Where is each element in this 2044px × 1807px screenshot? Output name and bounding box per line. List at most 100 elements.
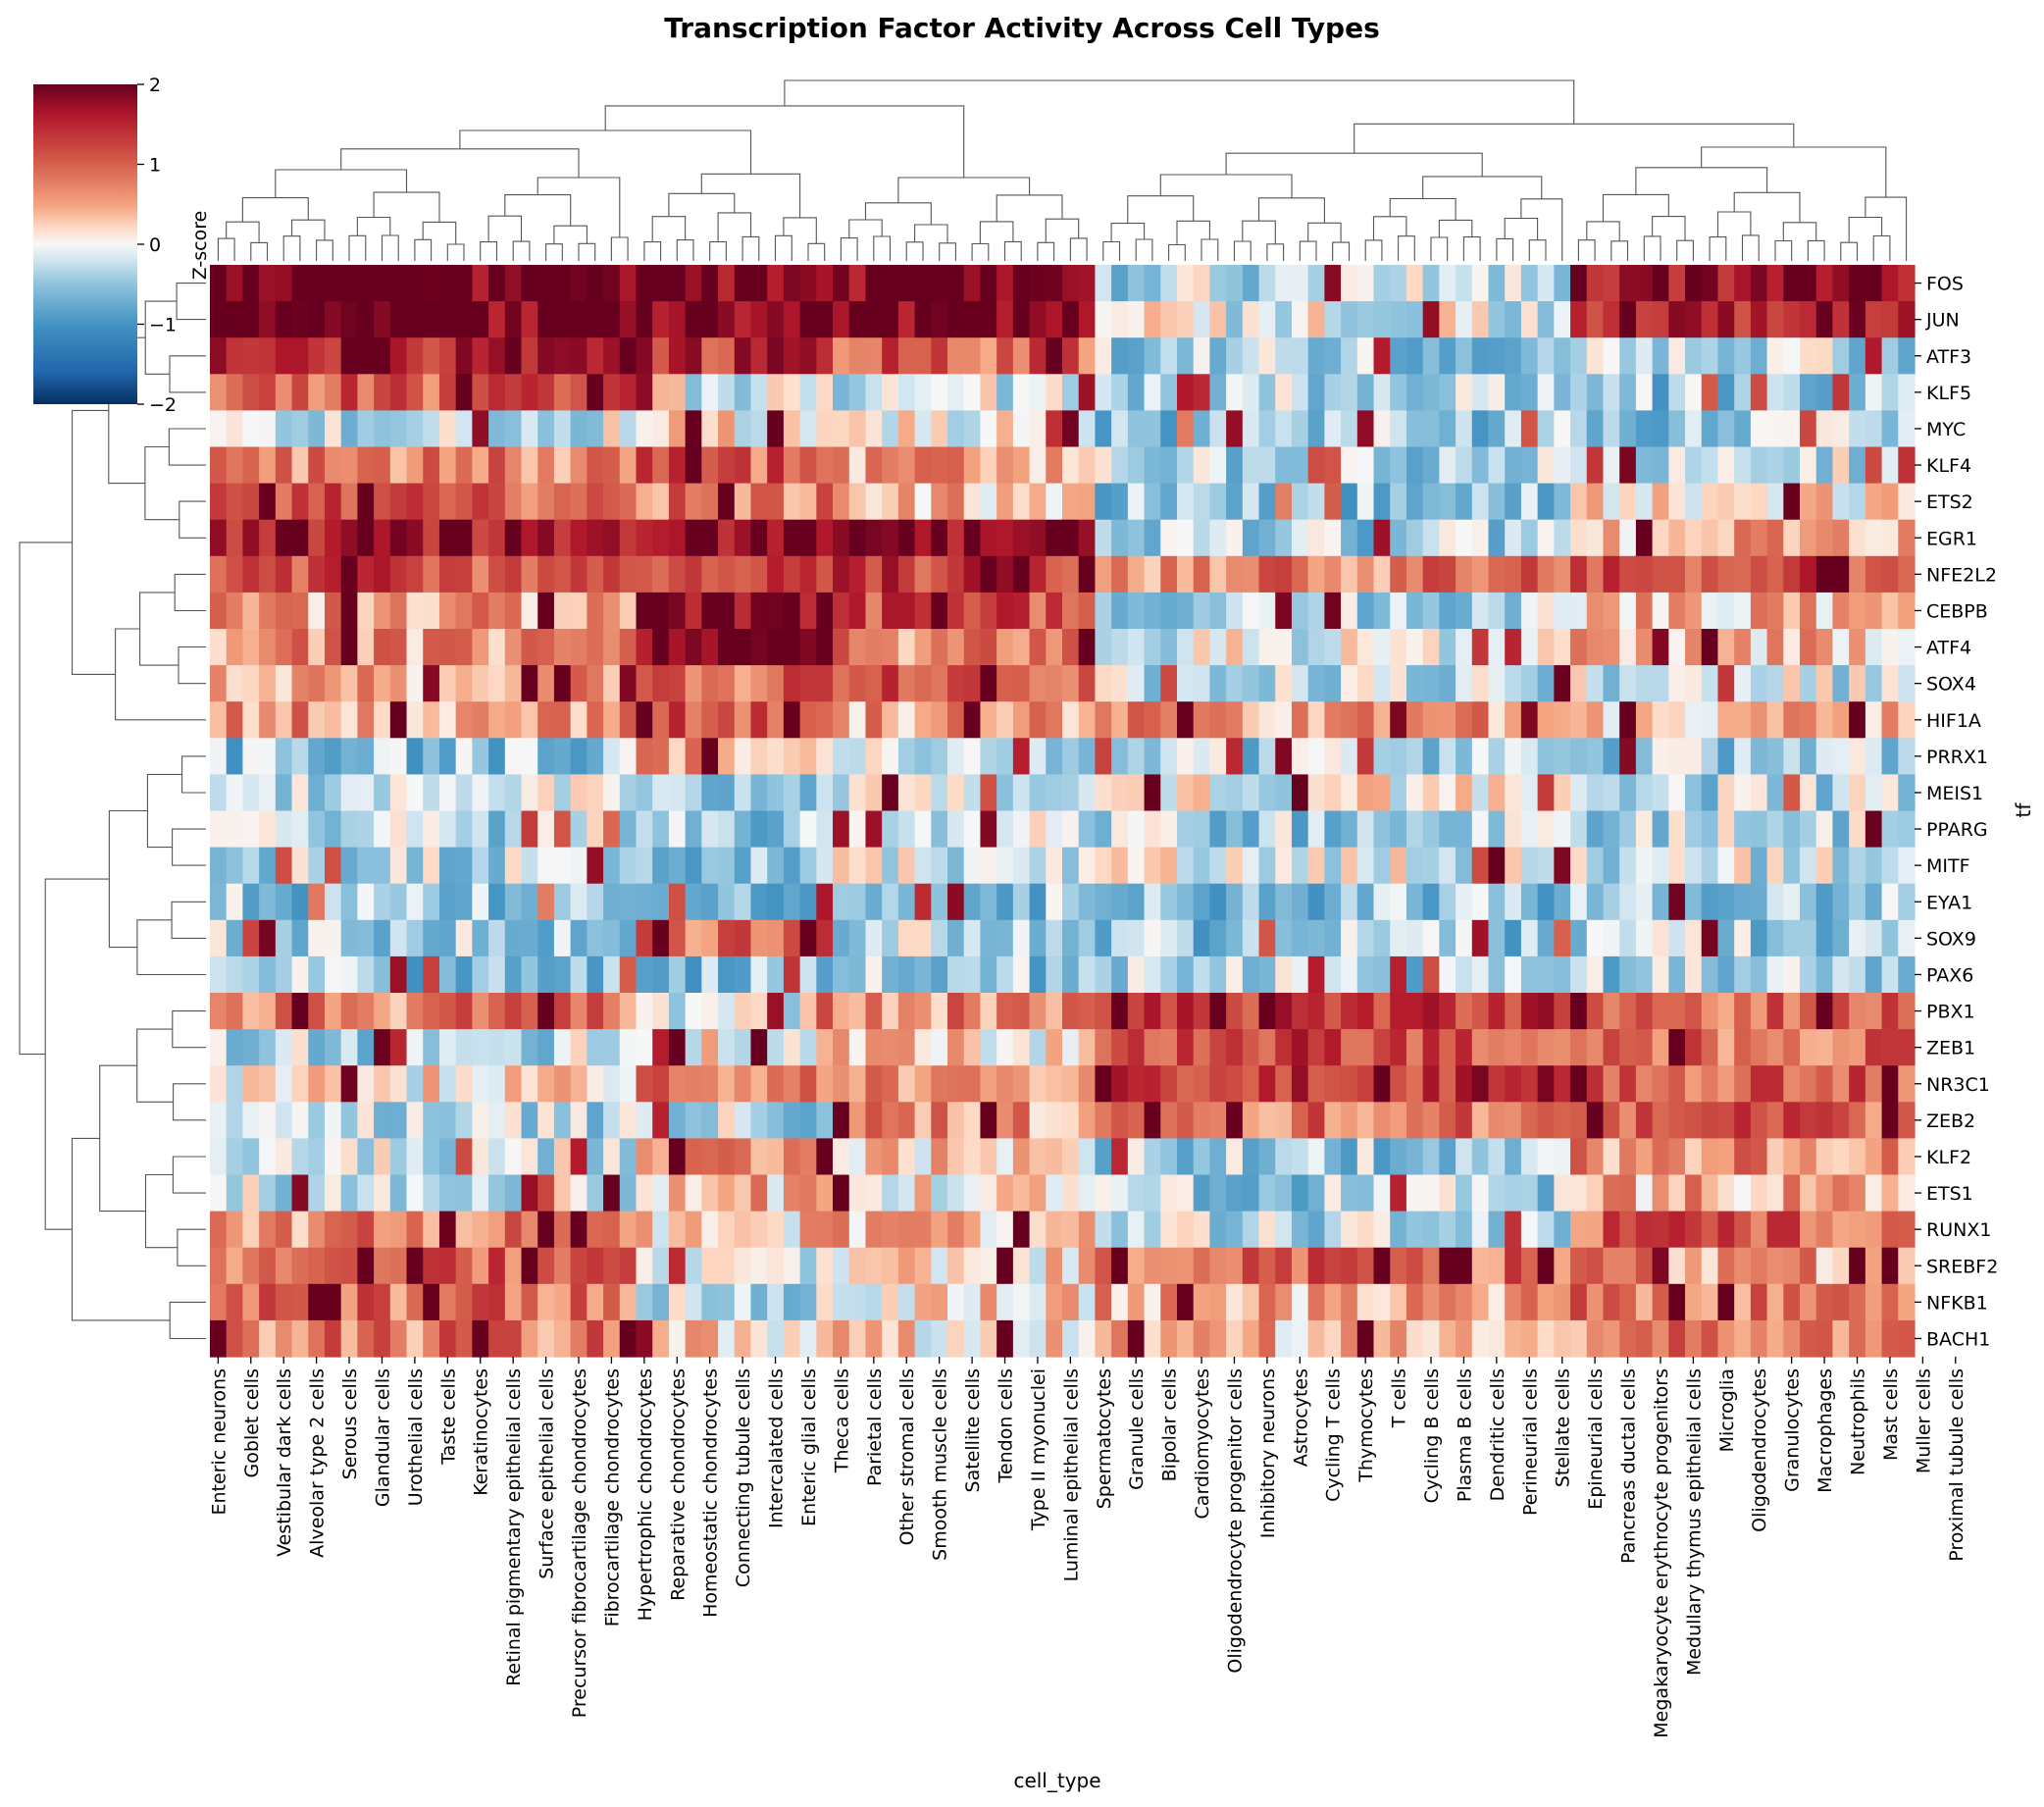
heatmap-cell xyxy=(882,1065,899,1103)
heatmap-cell xyxy=(1635,519,1654,557)
heatmap-cell xyxy=(1373,1247,1391,1285)
heatmap-cell xyxy=(685,738,702,775)
heatmap-cell xyxy=(1324,1319,1342,1358)
heatmap-cell xyxy=(636,847,653,885)
heatmap-cell xyxy=(1717,774,1735,812)
heatmap-cell xyxy=(340,1174,358,1213)
heatmap-cell xyxy=(996,774,1014,812)
heatmap-cell xyxy=(1405,1102,1424,1139)
heatmap-cell xyxy=(438,774,457,812)
heatmap-cell xyxy=(1898,337,1916,375)
heatmap-cell xyxy=(1734,337,1752,375)
heatmap-cell xyxy=(816,1319,834,1358)
heatmap-cell xyxy=(1111,555,1129,594)
heatmap-cell xyxy=(537,883,555,921)
heatmap-cell xyxy=(1078,1319,1097,1358)
heatmap-cell xyxy=(1439,1247,1456,1285)
heatmap-cell xyxy=(767,665,785,702)
heatmap-cell xyxy=(259,1065,277,1103)
dendrogram-branch xyxy=(144,445,179,521)
heatmap-cell xyxy=(521,1211,538,1249)
heatmap-cell xyxy=(1144,919,1161,957)
heatmap-cell xyxy=(1062,847,1080,885)
heatmap-cell xyxy=(1356,993,1375,1030)
heatmap-cell xyxy=(537,555,555,594)
heatmap-cell xyxy=(652,374,670,411)
heatmap-cell xyxy=(1405,1319,1424,1358)
heatmap-cell xyxy=(1734,265,1752,302)
heatmap-cell xyxy=(1390,1211,1407,1249)
heatmap-cell xyxy=(570,665,588,702)
heatmap-cell xyxy=(1619,410,1637,448)
heatmap-cell xyxy=(1701,592,1719,630)
heatmap-cell xyxy=(1766,919,1784,957)
heatmap-cell xyxy=(882,993,899,1030)
heatmap-cell xyxy=(324,1283,342,1321)
heatmap-cell xyxy=(291,301,309,338)
heatmap-cell xyxy=(1193,629,1210,666)
heatmap-cell xyxy=(1209,1211,1227,1249)
heatmap-cell xyxy=(1144,1174,1161,1213)
heatmap-cell xyxy=(504,410,523,448)
heatmap-cell xyxy=(1815,1283,1834,1321)
heatmap-cell xyxy=(734,883,752,921)
heatmap-cell xyxy=(1603,1029,1620,1066)
heatmap-cell xyxy=(291,555,309,594)
heatmap-cell xyxy=(1456,883,1473,921)
heatmap-cell xyxy=(1734,374,1752,411)
heatmap-cell xyxy=(1390,1029,1407,1066)
dendrogram-branch xyxy=(1701,146,1887,198)
heatmap-cell xyxy=(1127,519,1146,557)
heatmap-cell xyxy=(1505,374,1522,411)
heatmap-cell xyxy=(668,592,687,630)
heatmap-cell xyxy=(374,1283,391,1321)
heatmap-cell xyxy=(603,337,621,375)
heatmap-cell xyxy=(1554,993,1571,1030)
heatmap-cell xyxy=(1520,592,1539,630)
heatmap-cell xyxy=(996,629,1014,666)
heatmap-cell xyxy=(259,919,277,957)
heatmap-cell xyxy=(1095,919,1112,957)
heatmap-cell xyxy=(701,374,719,411)
heatmap-cell xyxy=(701,883,719,921)
heatmap-cell xyxy=(537,1319,555,1358)
heatmap-cell xyxy=(1242,446,1260,485)
heatmap-cell xyxy=(1603,993,1620,1030)
heatmap-cell xyxy=(1095,1283,1112,1321)
heatmap-cell xyxy=(1750,555,1768,594)
dendrogram-branch xyxy=(864,202,932,225)
heatmap-cell xyxy=(1176,1211,1195,1249)
heatmap-cell xyxy=(1291,701,1309,739)
heatmap-cell xyxy=(1701,993,1719,1030)
heatmap-cell xyxy=(1537,1247,1555,1285)
heatmap-cell xyxy=(718,1029,736,1066)
heatmap-cell xyxy=(1471,847,1490,885)
heatmap-cell xyxy=(1471,1174,1490,1213)
heatmap-cell xyxy=(357,592,375,630)
heatmap-cell xyxy=(1750,810,1768,849)
heatmap-cell xyxy=(1012,993,1031,1030)
heatmap-cell xyxy=(1144,1283,1161,1321)
heatmap-cell xyxy=(259,1138,277,1176)
heatmap-cell xyxy=(242,810,260,849)
heatmap-cell xyxy=(1209,919,1227,957)
heatmap-cell xyxy=(750,519,768,557)
heatmap-cell xyxy=(1193,1174,1210,1213)
heatmap-cell xyxy=(1144,1319,1161,1358)
heatmap-cell xyxy=(242,993,260,1030)
heatmap-cell xyxy=(1029,955,1047,994)
heatmap-cell xyxy=(1291,410,1309,448)
heatmap-cell xyxy=(406,1174,424,1213)
heatmap-cell xyxy=(226,483,244,521)
heatmap-cell xyxy=(652,519,670,557)
heatmap-cell xyxy=(226,1247,244,1285)
heatmap-cell xyxy=(1356,555,1375,594)
heatmap-cell xyxy=(1586,483,1605,521)
heatmap-cell xyxy=(947,265,965,302)
heatmap-cell xyxy=(504,919,523,957)
heatmap-cell xyxy=(587,1319,604,1358)
heatmap-cell xyxy=(1619,1138,1637,1176)
heatmap-cell xyxy=(701,1319,719,1358)
heatmap-cell xyxy=(865,410,883,448)
heatmap-cell xyxy=(537,1247,555,1285)
